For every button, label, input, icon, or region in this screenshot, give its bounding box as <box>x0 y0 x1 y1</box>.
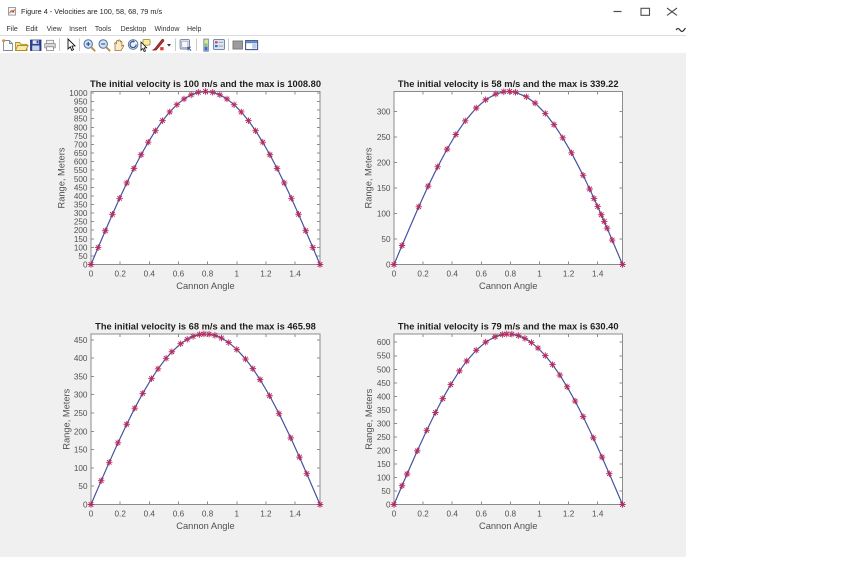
svg-text:850: 850 <box>74 115 88 124</box>
svg-text:0.6: 0.6 <box>476 270 488 279</box>
svg-text:1: 1 <box>235 270 240 279</box>
svg-text:100: 100 <box>377 474 391 483</box>
svg-text:600: 600 <box>377 338 391 347</box>
svg-text:1.2: 1.2 <box>563 270 575 279</box>
svg-text:300: 300 <box>74 209 88 218</box>
svg-text:0: 0 <box>392 510 397 519</box>
svg-text:350: 350 <box>377 406 391 415</box>
svg-text:700: 700 <box>74 141 88 150</box>
svg-text:550: 550 <box>74 166 88 175</box>
svg-text:0.2: 0.2 <box>417 510 429 519</box>
svg-text:50: 50 <box>78 252 88 261</box>
svg-text:0: 0 <box>83 501 88 510</box>
svg-text:1.4: 1.4 <box>289 510 301 519</box>
svg-text:1.2: 1.2 <box>260 270 272 279</box>
svg-text:0.4: 0.4 <box>447 510 459 519</box>
svg-text:0.6: 0.6 <box>173 270 185 279</box>
svg-text:500: 500 <box>377 365 391 374</box>
svg-text:150: 150 <box>74 235 88 244</box>
svg-text:0.8: 0.8 <box>505 270 517 279</box>
svg-text:100: 100 <box>74 464 88 473</box>
svg-text:200: 200 <box>377 159 391 168</box>
svg-text:50: 50 <box>78 482 88 491</box>
svg-text:Cannon Angle: Cannon Angle <box>479 281 537 291</box>
svg-text:1: 1 <box>235 510 240 519</box>
svg-text:1.2: 1.2 <box>260 510 272 519</box>
svg-text:300: 300 <box>377 108 391 117</box>
svg-text:0.4: 0.4 <box>144 270 156 279</box>
svg-text:400: 400 <box>74 354 88 363</box>
svg-text:Cannon Angle: Cannon Angle <box>176 281 234 291</box>
svg-text:350: 350 <box>74 372 88 381</box>
svg-text:450: 450 <box>74 183 88 192</box>
svg-text:200: 200 <box>74 427 88 436</box>
svg-text:1.2: 1.2 <box>563 510 575 519</box>
svg-text:0: 0 <box>89 270 94 279</box>
svg-text:50: 50 <box>381 235 391 244</box>
svg-text:250: 250 <box>74 218 88 227</box>
svg-text:0.2: 0.2 <box>115 270 127 279</box>
svg-text:The initial velocity is 79 m/s: The initial velocity is 79 m/s and the m… <box>398 322 619 332</box>
svg-text:The initial velocity is 68 m/s: The initial velocity is 68 m/s and the m… <box>95 322 316 332</box>
svg-text:Cannon Angle: Cannon Angle <box>479 521 537 531</box>
svg-text:300: 300 <box>377 419 391 428</box>
svg-text:150: 150 <box>377 184 391 193</box>
svg-text:600: 600 <box>74 158 88 167</box>
svg-text:100: 100 <box>377 210 391 219</box>
svg-text:0.8: 0.8 <box>202 510 214 519</box>
svg-text:900: 900 <box>74 106 88 115</box>
svg-text:100: 100 <box>74 243 88 252</box>
svg-text:400: 400 <box>74 192 88 201</box>
svg-text:The initial velocity is 58 m/s: The initial velocity is 58 m/s and the m… <box>398 79 619 89</box>
svg-text:450: 450 <box>74 336 88 345</box>
svg-text:0.6: 0.6 <box>476 510 488 519</box>
svg-text:300: 300 <box>74 391 88 400</box>
svg-text:0.4: 0.4 <box>144 510 156 519</box>
svg-text:0: 0 <box>386 261 391 270</box>
svg-text:The initial velocity is 100 m/: The initial velocity is 100 m/s and the … <box>90 79 321 89</box>
svg-text:150: 150 <box>377 460 391 469</box>
svg-text:0.6: 0.6 <box>173 510 185 519</box>
svg-text:400: 400 <box>377 392 391 401</box>
svg-text:200: 200 <box>74 226 88 235</box>
svg-text:1: 1 <box>537 270 542 279</box>
svg-text:0.2: 0.2 <box>417 270 429 279</box>
svg-text:0.2: 0.2 <box>115 510 127 519</box>
svg-text:250: 250 <box>74 409 88 418</box>
svg-text:150: 150 <box>74 446 88 455</box>
svg-text:500: 500 <box>74 175 88 184</box>
svg-text:200: 200 <box>377 446 391 455</box>
svg-text:0: 0 <box>83 261 88 270</box>
svg-text:0.8: 0.8 <box>505 510 517 519</box>
svg-text:Range, Meters: Range, Meters <box>364 388 374 449</box>
svg-text:0: 0 <box>89 510 94 519</box>
svg-text:550: 550 <box>377 352 391 361</box>
svg-text:Range, Meters: Range, Meters <box>62 388 72 449</box>
svg-text:0.4: 0.4 <box>447 270 459 279</box>
svg-text:250: 250 <box>377 433 391 442</box>
svg-text:250: 250 <box>377 133 391 142</box>
svg-text:950: 950 <box>74 98 88 107</box>
svg-text:0: 0 <box>392 270 397 279</box>
svg-text:1.4: 1.4 <box>289 270 301 279</box>
svg-text:650: 650 <box>74 149 88 158</box>
svg-text:450: 450 <box>377 379 391 388</box>
svg-text:350: 350 <box>74 201 88 210</box>
svg-text:1: 1 <box>537 510 542 519</box>
svg-text:Range, Meters: Range, Meters <box>364 147 374 208</box>
svg-text:1.4: 1.4 <box>592 510 604 519</box>
svg-text:50: 50 <box>381 487 391 496</box>
svg-text:0.8: 0.8 <box>202 270 214 279</box>
svg-text:0: 0 <box>386 501 391 510</box>
svg-text:800: 800 <box>74 123 88 132</box>
svg-text:750: 750 <box>74 132 88 141</box>
svg-text:1.4: 1.4 <box>592 270 604 279</box>
svg-text:Range, Meters: Range, Meters <box>57 147 67 208</box>
svg-text:1000: 1000 <box>69 89 88 98</box>
svg-text:Cannon Angle: Cannon Angle <box>176 521 234 531</box>
